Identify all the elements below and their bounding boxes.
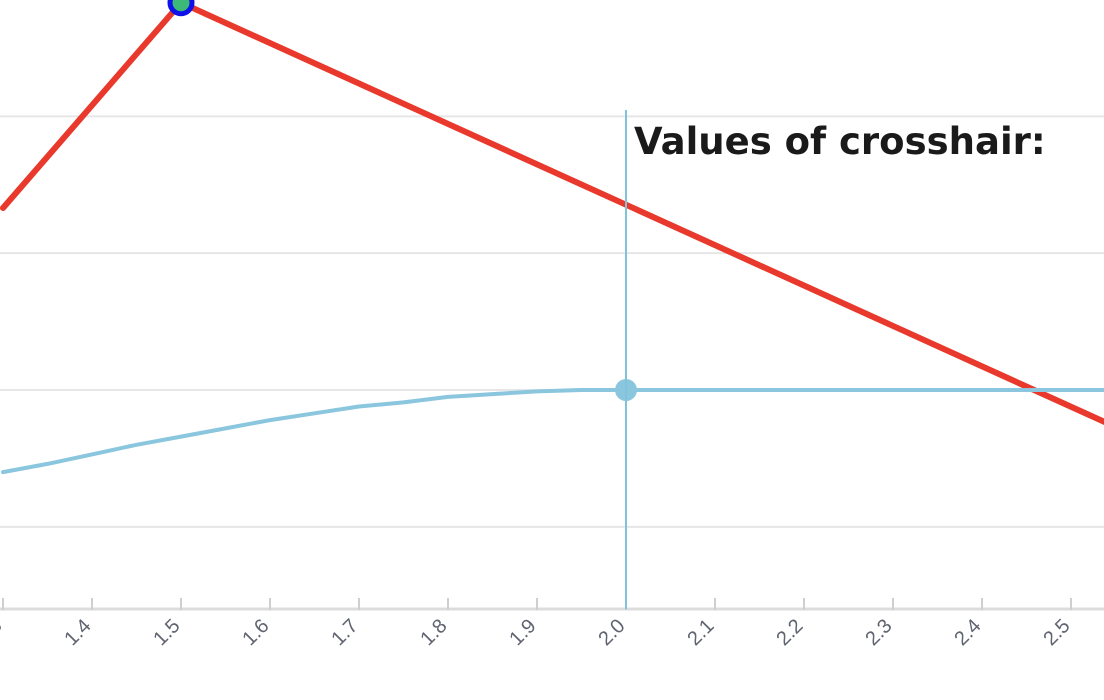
x-tick-label: 2.4 (950, 615, 985, 650)
x-tick-label: 1.8 (416, 615, 451, 650)
series-2-line (1, 388, 1104, 475)
x-tick-label: 1.7 (327, 615, 362, 650)
x-tick-label: 2.2 (772, 615, 807, 650)
x-tick-label: 2.3 (861, 615, 896, 650)
x-tick-label: 1.3 (0, 615, 7, 650)
series-1-line (0, 0, 1104, 426)
x-tick-label: 1.4 (60, 615, 95, 650)
x-axis: 1.3 1.4 1.5 1.6 1.7 1.8 1.9 2.0 2.1 2.2 2.3 2.4 2.5 (0, 598, 1104, 650)
x-tick-label: 1.5 (149, 615, 184, 650)
x-tick-label: 2.5 (1039, 615, 1074, 650)
x-tick-label: 1.6 (238, 615, 273, 650)
series-layer (0, 0, 1104, 475)
x-tick-label: 2.1 (683, 615, 718, 650)
series-1-highlight-point (167, 0, 195, 17)
grid-layer (0, 115, 1104, 528)
crosshair-values-title: Values of crosshair: (634, 120, 1046, 163)
x-tick-label: 2.0 (594, 615, 629, 650)
x-tick-label: 1.9 (505, 615, 540, 650)
